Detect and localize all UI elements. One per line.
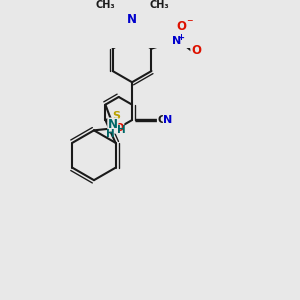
- Text: C: C: [158, 115, 166, 125]
- Text: N: N: [164, 115, 173, 125]
- Text: N: N: [172, 36, 181, 46]
- Text: O: O: [191, 44, 201, 57]
- Text: N: N: [127, 14, 137, 26]
- Text: ⁻: ⁻: [186, 17, 193, 30]
- Text: S: S: [112, 111, 120, 121]
- Text: CH₃: CH₃: [95, 0, 115, 10]
- Text: +: +: [177, 33, 184, 42]
- Text: CH₃: CH₃: [149, 0, 169, 10]
- Text: O: O: [114, 123, 123, 133]
- Text: H: H: [117, 125, 126, 135]
- Text: O: O: [176, 20, 186, 33]
- Text: H: H: [106, 129, 115, 139]
- Text: N: N: [108, 118, 118, 131]
